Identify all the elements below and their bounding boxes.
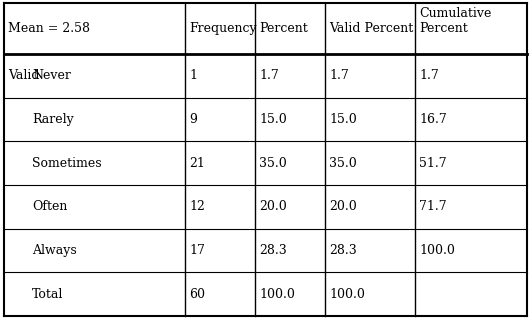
Text: 100.0: 100.0 [259, 288, 295, 301]
Text: Rarely: Rarely [32, 113, 74, 126]
Text: 12: 12 [189, 200, 205, 213]
Text: 9: 9 [189, 113, 197, 126]
Text: 100.0: 100.0 [329, 288, 365, 301]
Text: 35.0: 35.0 [259, 157, 287, 170]
Text: Sometimes: Sometimes [32, 157, 101, 170]
Text: 51.7: 51.7 [419, 157, 447, 170]
Text: 1: 1 [189, 69, 197, 82]
Text: Always: Always [32, 244, 77, 257]
Text: 17: 17 [189, 244, 205, 257]
Text: 1.7: 1.7 [419, 69, 439, 82]
Text: 20.0: 20.0 [259, 200, 287, 213]
Text: Percent: Percent [259, 22, 308, 35]
Text: 35.0: 35.0 [329, 157, 357, 170]
Text: 1.7: 1.7 [259, 69, 279, 82]
Text: 15.0: 15.0 [329, 113, 357, 126]
Text: 28.3: 28.3 [259, 244, 287, 257]
Text: 60: 60 [189, 288, 205, 301]
Text: Mean = 2.58: Mean = 2.58 [8, 22, 90, 35]
Text: Often: Often [32, 200, 67, 213]
Text: 100.0: 100.0 [419, 244, 455, 257]
Text: 1.7: 1.7 [329, 69, 349, 82]
Text: 20.0: 20.0 [329, 200, 357, 213]
Text: 28.3: 28.3 [329, 244, 357, 257]
Text: Never: Never [32, 69, 71, 82]
Text: Frequency: Frequency [189, 22, 256, 35]
Text: 15.0: 15.0 [259, 113, 287, 126]
Text: 16.7: 16.7 [419, 113, 447, 126]
Text: Cumulative
Percent: Cumulative Percent [419, 7, 491, 35]
Text: 71.7: 71.7 [419, 200, 447, 213]
Text: Valid Percent: Valid Percent [329, 22, 413, 35]
Text: 21: 21 [189, 157, 205, 170]
Text: Valid: Valid [8, 69, 39, 82]
Text: Total: Total [32, 288, 63, 301]
